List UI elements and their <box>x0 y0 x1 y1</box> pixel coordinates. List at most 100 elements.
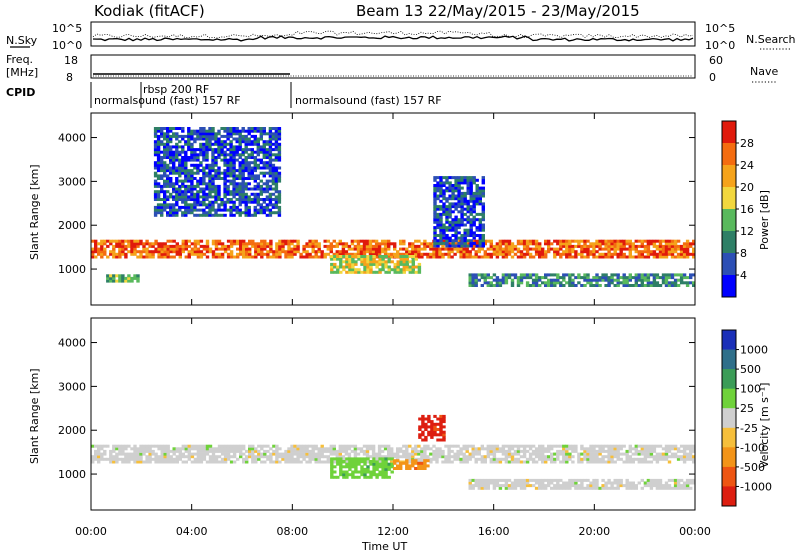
heatmap-cell <box>265 132 270 136</box>
heatmap-cell <box>628 247 632 251</box>
heatmap-cell <box>613 239 617 243</box>
heatmap-cell <box>226 252 231 256</box>
heatmap-cell <box>112 247 116 251</box>
heatmap-cell <box>405 464 409 468</box>
heatmap-cell <box>583 284 587 287</box>
heatmap-cell <box>402 239 406 243</box>
heatmap-cell <box>247 177 251 180</box>
heatmap-cell <box>153 205 158 209</box>
heatmap-cell <box>481 215 485 219</box>
heatmap-cell <box>607 281 611 285</box>
heatmap-cell <box>314 452 318 456</box>
heatmap-cell <box>592 449 596 453</box>
heatmap-cell <box>474 242 478 246</box>
heatmap-cell <box>426 464 430 468</box>
heatmap-cell <box>541 478 545 482</box>
heatmap-cell <box>166 140 170 144</box>
heatmap-cell <box>559 484 563 488</box>
heatmap-cell <box>516 444 521 448</box>
heatmap-cell <box>220 213 224 217</box>
heatmap-cell <box>673 244 678 248</box>
heatmap-cell <box>153 132 158 136</box>
heatmap-cell <box>160 150 164 154</box>
heatmap-cell <box>296 452 300 456</box>
heatmap-cell <box>559 244 563 248</box>
heatmap-cell <box>553 273 557 277</box>
heatmap-cell <box>463 244 467 248</box>
heatmap-cell <box>634 244 638 248</box>
heatmap-cell <box>507 460 512 464</box>
heatmap-cell <box>414 452 418 456</box>
heatmap-cell <box>199 460 204 464</box>
heatmap-cell <box>205 444 210 448</box>
heatmap-cell <box>217 177 221 180</box>
heatmap-cell <box>178 158 182 162</box>
heatmap-cell <box>475 178 479 182</box>
heatmap-cell <box>250 140 254 144</box>
heatmap-cell <box>550 242 554 246</box>
heatmap-cell <box>462 250 466 254</box>
heatmap-cell <box>371 247 376 251</box>
heatmap-cell <box>175 447 179 451</box>
heatmap-cell <box>247 127 251 130</box>
heatmap-cell <box>269 460 273 464</box>
heatmap-cell <box>577 244 581 248</box>
heatmap-cell <box>478 199 482 203</box>
heatmap-cell <box>478 194 482 198</box>
heatmap-cell <box>658 284 663 287</box>
colorbar-swatch <box>722 447 736 468</box>
heatmap-cell <box>682 250 687 254</box>
heatmap-cell <box>478 228 482 232</box>
heatmap-cell <box>438 250 442 254</box>
heatmap-cell <box>396 260 400 264</box>
heatmap-cell <box>445 210 449 214</box>
heatmap-cell <box>498 478 503 482</box>
heatmap-cell <box>184 239 188 243</box>
heatmap-cell <box>241 171 245 175</box>
heatmap-cell <box>326 247 330 251</box>
heatmap-cell <box>673 278 678 282</box>
heatmap-cell <box>399 461 403 465</box>
heatmap-cell <box>172 255 176 259</box>
heatmap-cell <box>399 255 403 258</box>
heatmap-cell <box>592 452 596 456</box>
heatmap-cell <box>405 268 409 272</box>
heatmap-cell <box>417 444 421 448</box>
heatmap-cell <box>345 270 349 274</box>
heatmap-cell <box>178 127 182 130</box>
heatmap-cell <box>628 255 632 259</box>
heatmap-cell <box>592 284 596 287</box>
heatmap-cell <box>451 197 455 201</box>
heatmap-cell <box>184 171 188 175</box>
heatmap-cell <box>498 457 503 461</box>
heatmap-cell <box>682 455 687 459</box>
heatmap-cell <box>689 276 693 280</box>
heatmap-cell <box>451 218 455 222</box>
heatmap-cell <box>181 127 185 130</box>
heatmap-cell <box>622 242 626 246</box>
heatmap-cell <box>366 465 370 469</box>
heatmap-cell <box>616 252 620 256</box>
heatmap-cell <box>420 242 424 246</box>
heatmap-cell <box>652 255 657 259</box>
heatmap-cell <box>323 447 327 451</box>
heatmap-cell <box>643 481 648 485</box>
heatmap-cell <box>692 250 696 254</box>
heatmap-cell <box>673 481 678 485</box>
heatmap-cell <box>163 247 167 251</box>
heatmap-cell <box>127 239 131 243</box>
heatmap-cell <box>568 452 572 456</box>
heatmap-cell <box>544 255 548 259</box>
heatmap-cell <box>439 186 443 190</box>
heatmap-cell <box>268 145 273 149</box>
heatmap-cell <box>438 455 442 459</box>
heatmap-cell <box>363 457 367 461</box>
heatmap-cell <box>205 452 210 456</box>
heatmap-cell <box>504 444 509 448</box>
heatmap-cell <box>480 447 484 451</box>
heatmap-cell <box>610 242 614 246</box>
heatmap-cell <box>625 486 629 490</box>
heatmap-cell <box>118 449 122 453</box>
beam-title: Beam 13 22/May/2015 - 23/May/2015 <box>356 2 640 20</box>
heatmap-cell <box>350 449 355 453</box>
